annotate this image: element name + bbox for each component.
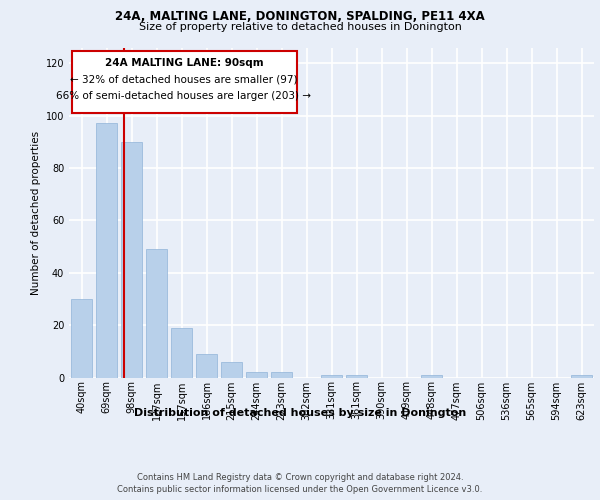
Y-axis label: Number of detached properties: Number of detached properties	[31, 130, 41, 294]
Bar	[171, 328, 192, 378]
Text: Size of property relative to detached houses in Donington: Size of property relative to detached ho…	[139, 22, 461, 32]
Text: Distribution of detached houses by size in Donington: Distribution of detached houses by size …	[134, 408, 466, 418]
FancyBboxPatch shape	[71, 52, 296, 113]
Bar	[271, 372, 292, 378]
Text: ← 32% of detached houses are smaller (97): ← 32% of detached houses are smaller (97…	[70, 75, 298, 85]
Bar	[146, 249, 167, 378]
Bar	[346, 375, 367, 378]
Bar	[571, 375, 592, 378]
Text: 24A MALTING LANE: 90sqm: 24A MALTING LANE: 90sqm	[104, 58, 263, 68]
Bar	[246, 372, 267, 378]
Text: Contains public sector information licensed under the Open Government Licence v3: Contains public sector information licen…	[118, 485, 482, 494]
Bar	[196, 354, 217, 378]
Bar	[121, 142, 142, 378]
Bar	[221, 362, 242, 378]
Bar	[321, 375, 342, 378]
Text: 24A, MALTING LANE, DONINGTON, SPALDING, PE11 4XA: 24A, MALTING LANE, DONINGTON, SPALDING, …	[115, 10, 485, 23]
Text: Contains HM Land Registry data © Crown copyright and database right 2024.: Contains HM Land Registry data © Crown c…	[137, 472, 463, 482]
Bar	[96, 124, 117, 378]
Bar	[71, 299, 92, 378]
Bar	[421, 375, 442, 378]
Text: 66% of semi-detached houses are larger (203) →: 66% of semi-detached houses are larger (…	[56, 90, 311, 101]
